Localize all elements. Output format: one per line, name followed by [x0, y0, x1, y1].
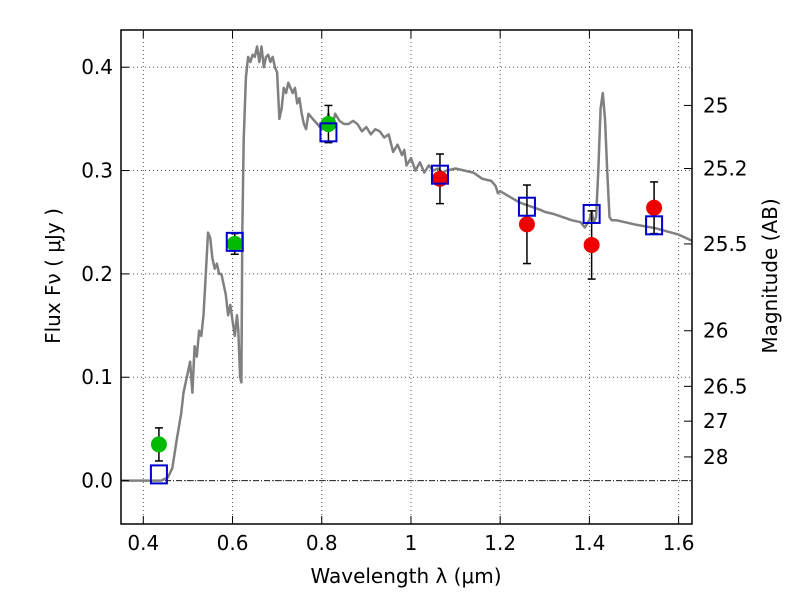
y-tick-label: 0.1 [81, 365, 113, 389]
y-tick-label: 0.4 [81, 55, 113, 79]
model-photometry-box [149, 464, 168, 485]
plot-frame [120, 29, 693, 525]
right-axis-label: Magnitude (AB) [758, 198, 782, 353]
data-markers [149, 116, 664, 485]
y-axis-label: Flux Fν ( μJy ) [41, 208, 65, 344]
right-tick-label: 28 [703, 445, 728, 469]
x-tick-label: 1.2 [484, 531, 516, 555]
model-photometry-box [645, 215, 664, 236]
model-photometry-box [319, 122, 338, 143]
y-tick-label: 0.2 [81, 262, 113, 286]
model-photometry-box [225, 231, 244, 252]
x-tick-label: 0.6 [217, 531, 249, 555]
x-tick-label: 1.6 [663, 531, 695, 555]
red-data-point [518, 216, 535, 233]
y-tick-label: 0.3 [81, 159, 113, 183]
right-tick-label: 25 [703, 93, 728, 117]
right-tick-label: 26.5 [703, 374, 748, 398]
x-axis-label: Wavelength λ (μm) [310, 564, 501, 588]
right-tick-label: 25.2 [703, 156, 748, 180]
right-tick-label: 27 [703, 409, 728, 433]
green-data-point [150, 436, 167, 453]
x-tick-label: 1 [405, 531, 418, 555]
model-photometry-box [517, 196, 536, 217]
x-tick-label: 1.4 [573, 531, 605, 555]
model-photometry-box [582, 203, 601, 224]
axis-ticks: 0.4 0.6 0.8 1 1.2 1.4 1.6 0.0 0.1 0.2 0.3 0.4 25 25.2… [81, 30, 748, 555]
red-data-point [646, 199, 663, 216]
model-spectrum-line [121, 45, 693, 482]
model-photometry-box [430, 164, 449, 185]
y-tick-label: 0.0 [81, 469, 113, 493]
right-tick-label: 26 [703, 319, 728, 343]
green-data-point [226, 235, 243, 252]
x-tick-label: 0.4 [127, 531, 159, 555]
right-tick-label: 25.5 [703, 232, 748, 256]
x-tick-label: 0.8 [306, 531, 338, 555]
red-data-point [583, 236, 600, 253]
